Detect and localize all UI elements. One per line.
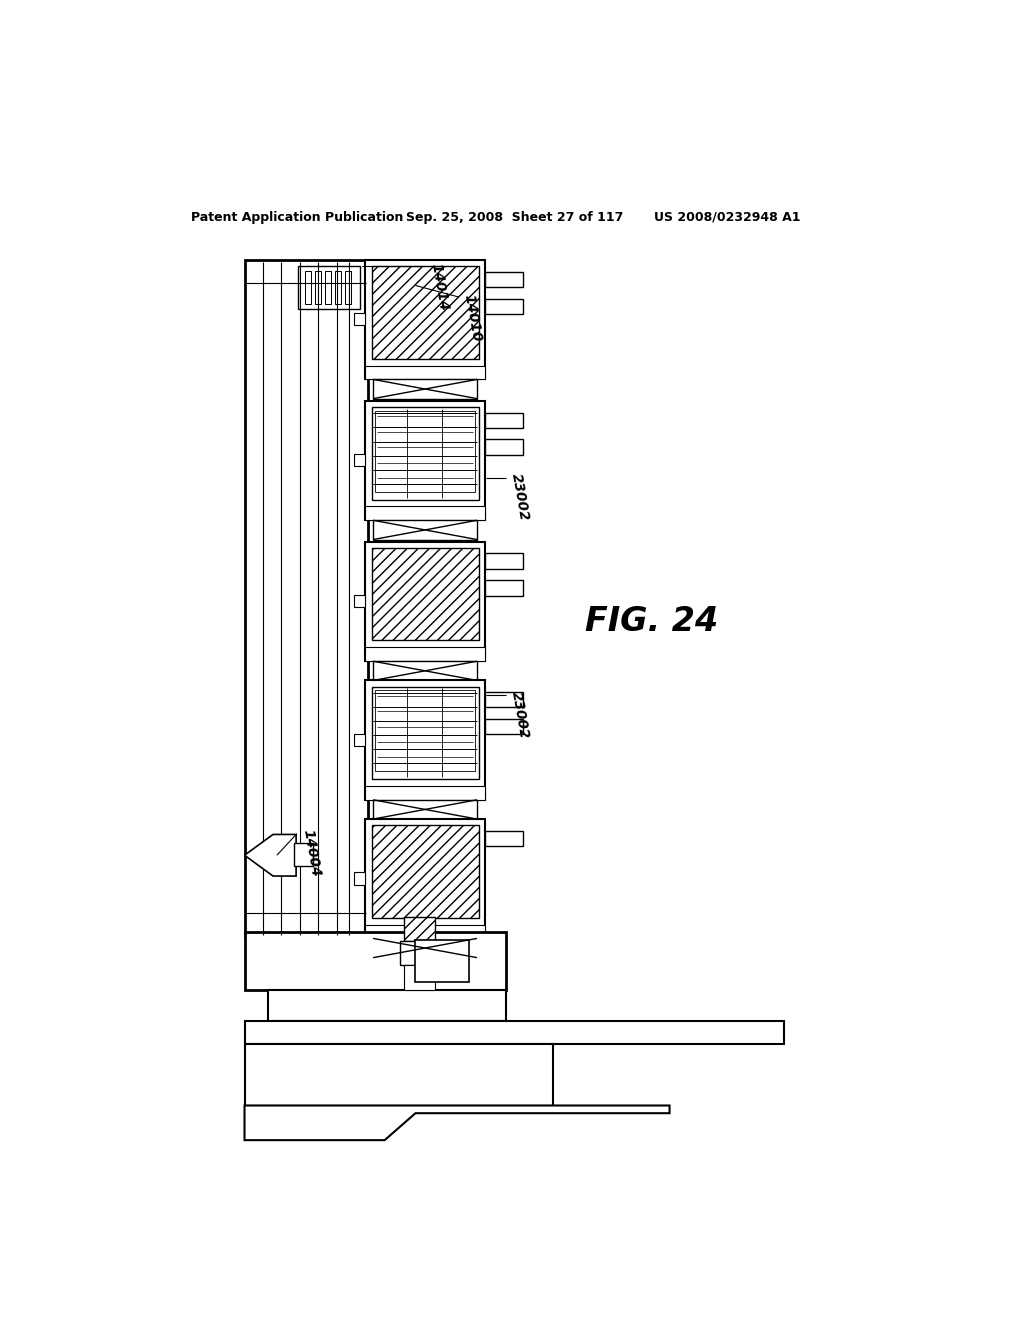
Bar xyxy=(484,553,523,569)
Bar xyxy=(484,581,523,595)
Bar xyxy=(484,830,523,846)
Bar xyxy=(416,940,469,982)
Bar xyxy=(373,939,477,958)
Bar xyxy=(484,440,523,455)
Bar xyxy=(245,932,506,990)
Bar xyxy=(372,267,478,359)
Bar xyxy=(400,941,438,965)
Text: 14014: 14014 xyxy=(429,263,451,312)
Bar xyxy=(335,271,341,304)
Text: 23002: 23002 xyxy=(509,473,531,523)
Polygon shape xyxy=(245,1106,670,1140)
Bar xyxy=(403,917,435,941)
Bar xyxy=(345,271,351,304)
Bar xyxy=(372,825,478,917)
Bar xyxy=(484,412,523,428)
Text: Sep. 25, 2008  Sheet 27 of 117: Sep. 25, 2008 Sheet 27 of 117 xyxy=(407,211,624,224)
Bar xyxy=(366,401,484,520)
Bar xyxy=(403,965,435,990)
Bar xyxy=(366,366,484,379)
Bar xyxy=(245,1020,783,1044)
Bar xyxy=(245,1044,553,1105)
Bar xyxy=(354,454,366,466)
Text: Patent Application Publication: Patent Application Publication xyxy=(190,211,403,224)
Bar xyxy=(413,681,436,686)
Bar xyxy=(354,873,366,884)
Text: FIG. 24: FIG. 24 xyxy=(585,605,718,638)
Text: 14004: 14004 xyxy=(300,829,323,878)
Text: 14010: 14010 xyxy=(462,293,483,343)
Bar xyxy=(373,379,477,399)
Bar xyxy=(413,399,436,405)
Bar xyxy=(354,313,366,326)
Bar xyxy=(325,271,331,304)
Bar xyxy=(366,543,484,661)
Text: 23002: 23002 xyxy=(509,689,531,739)
Bar xyxy=(366,681,484,800)
Text: US 2008/0232948 A1: US 2008/0232948 A1 xyxy=(654,211,801,224)
Bar xyxy=(366,260,484,379)
Polygon shape xyxy=(245,834,296,876)
Bar xyxy=(366,785,484,800)
Bar xyxy=(373,800,477,818)
Bar xyxy=(373,520,477,540)
Bar xyxy=(298,267,360,309)
Bar xyxy=(413,540,436,545)
Bar xyxy=(373,661,477,681)
Bar xyxy=(366,647,484,661)
Bar xyxy=(376,411,475,492)
Bar xyxy=(267,990,506,1020)
Bar xyxy=(372,407,478,499)
Bar xyxy=(245,260,368,936)
Bar xyxy=(484,272,523,286)
Bar xyxy=(376,690,475,771)
Bar xyxy=(366,924,484,939)
Bar xyxy=(372,686,478,779)
Bar xyxy=(484,692,523,708)
Bar xyxy=(366,507,484,520)
Bar xyxy=(354,595,366,607)
Bar xyxy=(484,298,523,314)
Bar xyxy=(304,271,310,304)
Bar xyxy=(294,843,313,866)
Bar xyxy=(366,818,484,939)
Bar xyxy=(484,719,523,734)
Bar xyxy=(354,734,366,746)
Bar xyxy=(314,271,321,304)
Bar xyxy=(372,548,478,640)
Bar xyxy=(413,818,436,825)
